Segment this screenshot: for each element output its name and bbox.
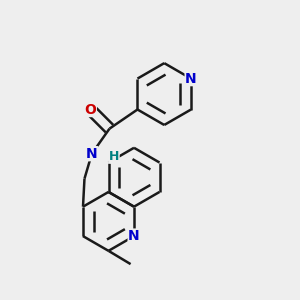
Text: N: N: [86, 147, 98, 161]
Text: N: N: [128, 229, 140, 243]
Text: H: H: [109, 150, 119, 163]
Text: N: N: [185, 72, 197, 86]
Text: O: O: [84, 103, 96, 116]
